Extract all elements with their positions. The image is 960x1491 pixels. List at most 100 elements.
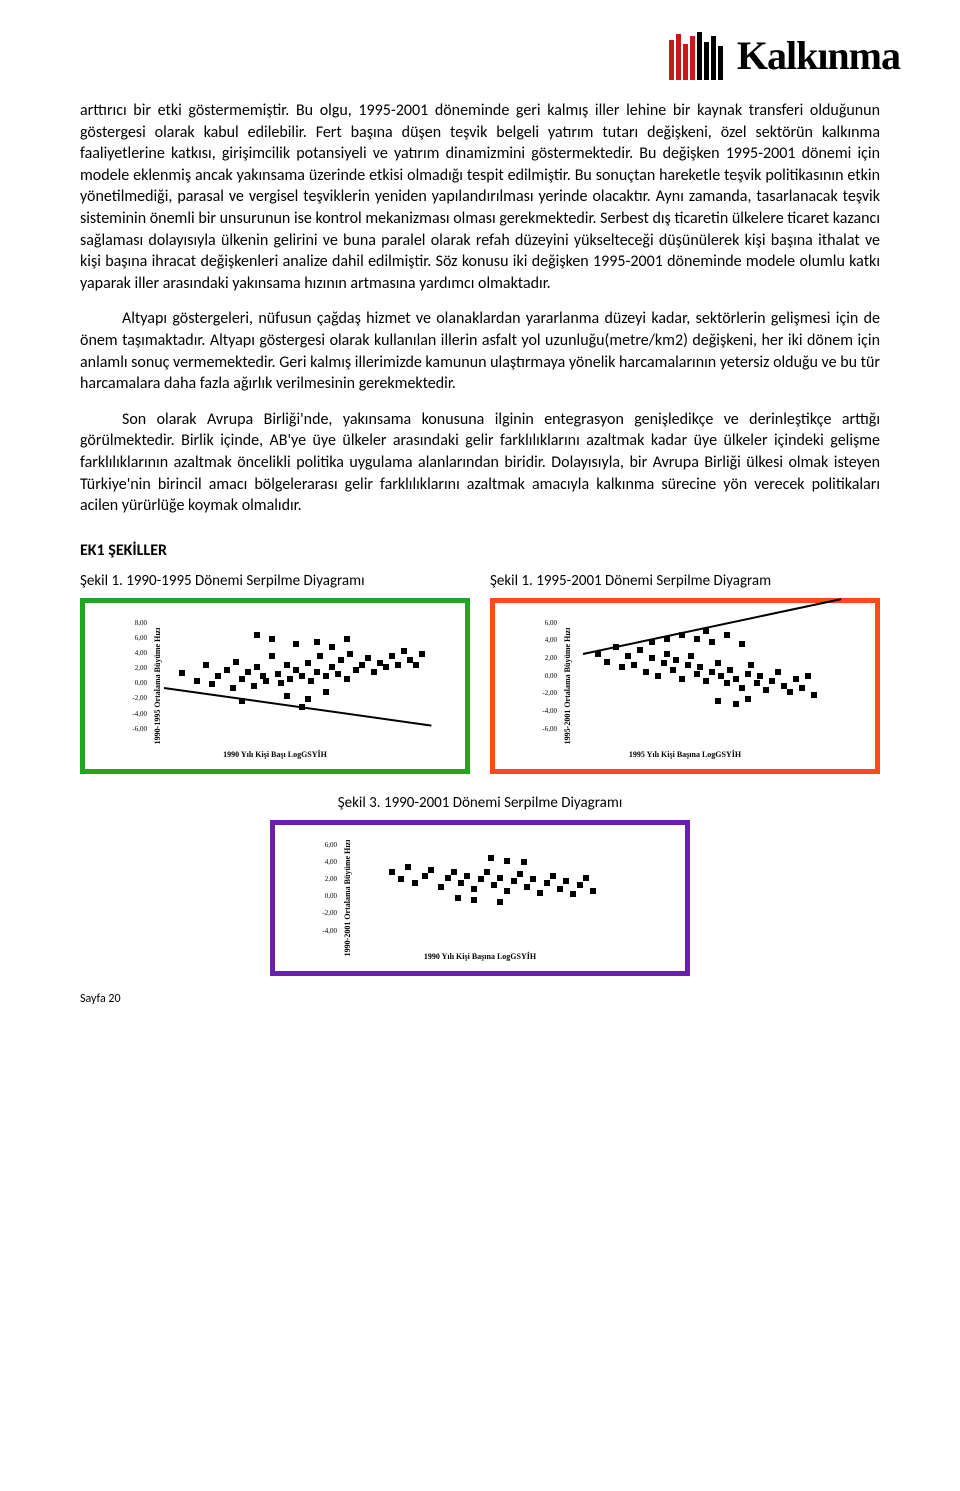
- page-number: Sayfa 20: [80, 992, 121, 1006]
- ytick-label: 6,00: [119, 634, 147, 642]
- scatter-point: [329, 664, 335, 670]
- scatter-point: [299, 673, 305, 679]
- scatter-point: [215, 673, 221, 679]
- scatter-point: [359, 662, 365, 668]
- figure-2-xlabel: 1995 Yılı Kişi Başına LogGSYİH: [503, 750, 867, 759]
- scatter-point: [413, 662, 419, 668]
- figure-2-inner: 1995-2001 Ortalama Büyüme Hızı 6,004,002…: [503, 611, 867, 761]
- scatter-point: [694, 636, 700, 642]
- kalkinma-logo-icon: [667, 30, 727, 80]
- ytick-label: -6,00: [119, 725, 147, 733]
- figure-1-trendline: [164, 687, 432, 727]
- figure-3-frame: 1990-2001 Ortalama Büyüme Hızı 6,004,002…: [270, 820, 690, 976]
- scatter-point: [317, 653, 323, 659]
- scatter-point: [739, 685, 745, 691]
- scatter-point: [405, 864, 411, 870]
- scatter-point: [398, 876, 404, 882]
- ytick-label: 4,00: [119, 649, 147, 657]
- scatter-point: [314, 669, 320, 675]
- scatter-point: [733, 676, 739, 682]
- scatter-point: [458, 880, 464, 886]
- scatter-point: [491, 882, 497, 888]
- scatter-point: [530, 876, 536, 882]
- scatter-point: [697, 664, 703, 670]
- scatter-point: [451, 869, 457, 875]
- scatter-point: [724, 632, 730, 638]
- figure-2-plot: [559, 619, 859, 733]
- scatter-point: [577, 882, 583, 888]
- ytick-label: -2,00: [309, 909, 337, 917]
- scatter-point: [805, 673, 811, 679]
- scatter-point: [347, 651, 353, 657]
- scatter-point: [625, 653, 631, 659]
- scatter-point: [335, 671, 341, 677]
- figure-1-inner: 1990-1995 Ortalama Büyüme Hızı 8,006,004…: [93, 611, 457, 761]
- scatter-point: [389, 653, 395, 659]
- scatter-point: [748, 662, 754, 668]
- scatter-point: [497, 875, 503, 881]
- scatter-point: [563, 878, 569, 884]
- figure-2-trendline: [583, 598, 842, 655]
- scatter-point: [230, 685, 236, 691]
- scatter-point: [323, 689, 329, 695]
- scatter-point: [314, 639, 320, 645]
- figure-2-block: Şekil 1. 1995-2001 Dönemi Serpilme Diyag…: [490, 572, 880, 774]
- paragraph-3: Son olarak Avrupa Birliği'nde, yakınsama…: [80, 409, 880, 517]
- figure-3-plot: [339, 841, 669, 935]
- ytick-label: -2,00: [529, 689, 557, 697]
- ytick-label: -2,00: [119, 694, 147, 702]
- scatter-point: [412, 880, 418, 886]
- figure-3-inner: 1990-2001 Ortalama Büyüme Hızı 6,004,002…: [283, 833, 677, 963]
- ytick-label: -4,00: [119, 710, 147, 718]
- appendix-heading: EK1 ŞEKİLLER: [80, 541, 880, 560]
- ytick-label: 8,00: [119, 619, 147, 627]
- scatter-point: [422, 873, 428, 879]
- scatter-point: [395, 662, 401, 668]
- scatter-point: [263, 678, 269, 684]
- scatter-point: [613, 644, 619, 650]
- figure-1-frame: 1990-1995 Ortalama Büyüme Hızı 8,006,004…: [80, 598, 470, 774]
- scatter-point: [365, 655, 371, 661]
- figure-1-block: Şekil 1. 1990-1995 Dönemi Serpilme Diyag…: [80, 572, 470, 774]
- scatter-point: [724, 680, 730, 686]
- scatter-point: [521, 859, 527, 865]
- scatter-point: [745, 696, 751, 702]
- scatter-point: [338, 657, 344, 663]
- figure-1-title: Şekil 1. 1990-1995 Dönemi Serpilme Diyag…: [80, 572, 470, 590]
- scatter-point: [703, 628, 709, 634]
- ytick-label: 2,00: [309, 875, 337, 883]
- scatter-point: [673, 657, 679, 663]
- figure-2-frame: 1995-2001 Ortalama Büyüme Hızı 6,004,002…: [490, 598, 880, 774]
- scatter-point: [745, 671, 751, 677]
- scatter-point: [428, 867, 434, 873]
- scatter-point: [445, 875, 451, 881]
- scatter-point: [484, 869, 490, 875]
- ytick-label: 0,00: [119, 679, 147, 687]
- scatter-point: [504, 858, 510, 864]
- scatter-point: [619, 664, 625, 670]
- ytick-label: 4,00: [529, 636, 557, 644]
- scatter-point: [344, 676, 350, 682]
- scatter-point: [739, 641, 745, 647]
- scatter-point: [550, 873, 556, 879]
- scatter-point: [293, 667, 299, 673]
- scatter-point: [664, 651, 670, 657]
- scatter-point: [688, 653, 694, 659]
- scatter-point: [254, 632, 260, 638]
- scatter-point: [637, 647, 643, 653]
- scatter-point: [233, 659, 239, 665]
- figures-row-1: Şekil 1. 1990-1995 Dönemi Serpilme Diyag…: [80, 572, 880, 774]
- scatter-point: [383, 664, 389, 670]
- scatter-point: [544, 880, 550, 886]
- scatter-point: [511, 878, 517, 884]
- scatter-point: [715, 698, 721, 704]
- scatter-point: [718, 673, 724, 679]
- scatter-point: [570, 891, 576, 897]
- content-area: arttırıcı bir etki göstermemiştir. Bu ol…: [0, 100, 960, 976]
- ytick-label: 4,00: [309, 858, 337, 866]
- scatter-point: [643, 669, 649, 675]
- figure-2-title: Şekil 1. 1995-2001 Dönemi Serpilme Diyag…: [490, 572, 880, 590]
- ytick-label: 0,00: [309, 892, 337, 900]
- scatter-point: [389, 869, 395, 875]
- ytick-label: 6,00: [309, 841, 337, 849]
